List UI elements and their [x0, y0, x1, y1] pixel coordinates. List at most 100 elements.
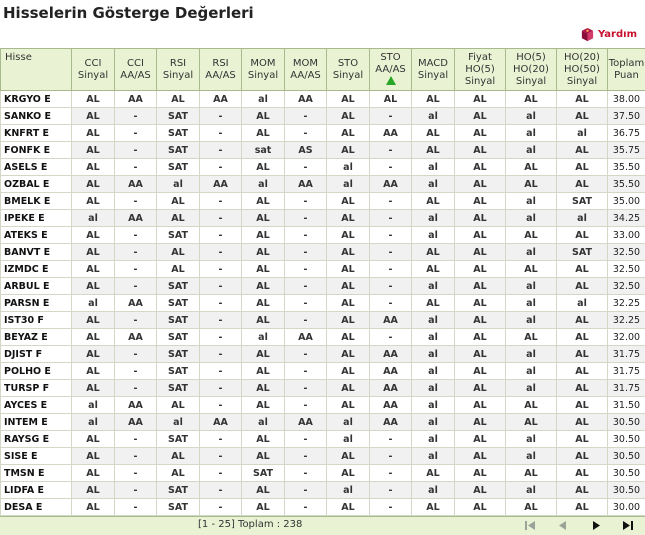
stock-name[interactable]: IPEKE E [1, 210, 72, 227]
next-page-icon[interactable] [588, 518, 604, 533]
prev-page-icon[interactable] [555, 518, 571, 533]
stock-name[interactable]: KNFRT E [1, 125, 72, 142]
total-score: 31.50 [608, 397, 645, 414]
stock-name[interactable]: BMELK E [1, 193, 72, 210]
column-header-label: Hisse [5, 52, 32, 63]
signal-cell: al [327, 159, 370, 176]
total-score: 32.50 [608, 244, 645, 261]
stock-name[interactable]: BEYAZ E [1, 329, 72, 346]
stock-name[interactable]: DESA E [1, 499, 72, 516]
total-score: 30.50 [608, 465, 645, 482]
stock-name[interactable]: IST30 F [1, 312, 72, 329]
stock-name[interactable]: ASELS E [1, 159, 72, 176]
column-header-label: AA/AS [205, 70, 236, 81]
sort-up-triangle-icon[interactable] [386, 76, 396, 85]
first-page-icon[interactable] [522, 518, 538, 533]
signal-cell: AL [327, 193, 370, 210]
stock-name[interactable]: RAYSG E [1, 431, 72, 448]
signal-cell: al [412, 414, 455, 431]
stock-name[interactable]: INTEM E [1, 414, 72, 431]
stock-name[interactable]: LIDFA E [1, 482, 72, 499]
stock-name[interactable]: SISE E [1, 448, 72, 465]
signal-cell: al [72, 397, 115, 414]
signal-cell: AA [285, 176, 327, 193]
signal-cell: AL [327, 210, 370, 227]
column-header-label: STO [338, 58, 358, 69]
signal-cell: - [200, 278, 242, 295]
signal-cell: AL [557, 431, 608, 448]
column-header-label: MOM [250, 58, 275, 69]
signal-cell: - [370, 261, 412, 278]
signal-cell: AL [72, 125, 115, 142]
stock-name[interactable]: ARBUL E [1, 278, 72, 295]
signal-cell: AL [72, 346, 115, 363]
signal-cell: AA [370, 363, 412, 380]
signal-cell: AL [327, 465, 370, 482]
stock-name[interactable]: POLHO E [1, 363, 72, 380]
stock-name[interactable]: FONFK E [1, 142, 72, 159]
signal-cell: AA [370, 312, 412, 329]
signal-cell: - [285, 431, 327, 448]
signal-cell: - [200, 397, 242, 414]
stock-name[interactable]: OZBAL E [1, 176, 72, 193]
signal-cell: AL [327, 363, 370, 380]
signal-cell: al [412, 448, 455, 465]
help-link[interactable]: Yardım [580, 27, 637, 42]
signal-cell: SAT [157, 278, 200, 295]
stock-name[interactable]: DJIST F [1, 346, 72, 363]
signal-cell: AL [455, 125, 506, 142]
stock-name[interactable]: AYCES E [1, 397, 72, 414]
signal-cell: al [506, 431, 557, 448]
stock-name[interactable]: IZMDC E [1, 261, 72, 278]
signal-cell: AA [115, 329, 157, 346]
signal-cell: al [412, 363, 455, 380]
signal-cell: al [412, 278, 455, 295]
stock-name[interactable]: SANKO E [1, 108, 72, 125]
signal-cell: - [285, 397, 327, 414]
stock-name[interactable]: KRGYO E [1, 91, 72, 108]
stock-name[interactable]: TMSN E [1, 465, 72, 482]
signal-cell: - [370, 482, 412, 499]
stock-name[interactable]: TURSP F [1, 380, 72, 397]
stock-name[interactable]: ATEKS E [1, 227, 72, 244]
total-score: 38.00 [608, 91, 645, 108]
total-score: 33.00 [608, 227, 645, 244]
signal-cell: AL [557, 465, 608, 482]
signal-cell: AL [557, 346, 608, 363]
signal-cell: sat [242, 142, 285, 159]
signal-cell: AL [72, 482, 115, 499]
stock-name[interactable]: PARSN E [1, 295, 72, 312]
signal-cell: AL [455, 261, 506, 278]
signal-cell: AA [115, 397, 157, 414]
signal-cell: AL [242, 193, 285, 210]
signal-cell: AL [242, 227, 285, 244]
last-page-icon[interactable] [620, 518, 636, 533]
stock-name[interactable]: BANVT E [1, 244, 72, 261]
signal-cell: - [285, 482, 327, 499]
